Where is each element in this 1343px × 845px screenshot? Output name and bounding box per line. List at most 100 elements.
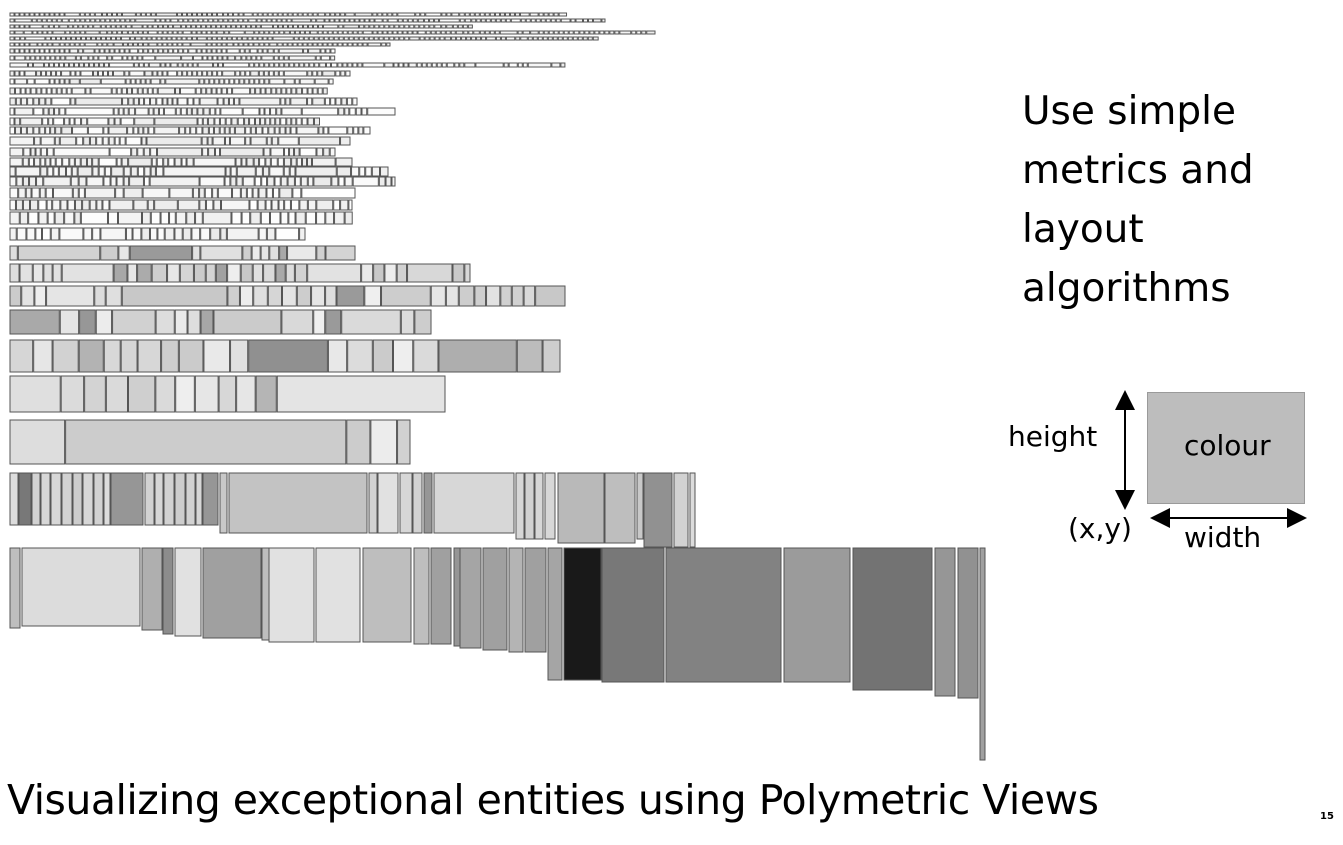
- class-box: [112, 30, 118, 35]
- class-box: [45, 157, 51, 167]
- class-box: [311, 157, 336, 167]
- class-box: [368, 472, 378, 534]
- class-box: [316, 147, 324, 157]
- class-box: [35, 55, 41, 61]
- class-box: [441, 12, 447, 17]
- class-box: [257, 12, 263, 17]
- class-box: [284, 147, 290, 157]
- class-box: [80, 157, 87, 167]
- class-box: [344, 18, 350, 23]
- class-box: [979, 547, 986, 761]
- class-box: [210, 227, 221, 241]
- class-box: [325, 48, 331, 54]
- class-box: [147, 30, 158, 35]
- class-box: [414, 24, 420, 29]
- class-box: [266, 136, 272, 146]
- class-box: [381, 42, 387, 47]
- class-box: [165, 62, 171, 68]
- class-box: [127, 30, 133, 35]
- class-box: [221, 24, 227, 29]
- class-box: [24, 24, 30, 29]
- class-box: [231, 24, 237, 29]
- class-box: [34, 12, 40, 17]
- class-box: [39, 187, 46, 199]
- class-box: [348, 36, 354, 41]
- class-box: [272, 12, 278, 17]
- class-box: [494, 30, 500, 35]
- class-box: [346, 97, 353, 106]
- class-box: [328, 78, 334, 85]
- class-box: [535, 285, 566, 307]
- class-box: [51, 87, 57, 95]
- class-box: [384, 24, 390, 29]
- class-box: [141, 211, 151, 225]
- class-box: [250, 70, 259, 77]
- class-box: [426, 62, 432, 68]
- class-box: [387, 18, 398, 23]
- class-box: [277, 157, 284, 167]
- class-box: [36, 18, 42, 23]
- class-box: [343, 36, 349, 41]
- class-box: [142, 55, 156, 61]
- class-box: [282, 12, 288, 17]
- class-box: [135, 107, 149, 116]
- class-box: [157, 42, 163, 47]
- class-box: [209, 107, 216, 116]
- class-box: [219, 472, 228, 534]
- class-box: [372, 30, 378, 35]
- class-box: [308, 24, 314, 29]
- class-box: [267, 176, 275, 187]
- class-box: [289, 30, 295, 35]
- class-box: [278, 55, 284, 61]
- class-box: [174, 309, 188, 335]
- class-box: [251, 24, 257, 29]
- class-box: [288, 24, 294, 29]
- class-box: [163, 24, 169, 29]
- class-box: [52, 187, 73, 199]
- class-box: [294, 78, 300, 85]
- class-box: [342, 42, 348, 47]
- class-box: [163, 472, 175, 526]
- class-box: [517, 30, 523, 35]
- class-box: [113, 107, 119, 116]
- class-box: [372, 339, 393, 373]
- class-box: [458, 285, 475, 307]
- class-box: [49, 78, 55, 85]
- class-box: [348, 199, 353, 211]
- class-box: [129, 245, 193, 261]
- class-box: [161, 339, 179, 373]
- class-box: [137, 55, 143, 61]
- class-box: [312, 12, 318, 17]
- class-box: [47, 42, 53, 47]
- class-box: [369, 24, 375, 29]
- class-box: [139, 97, 145, 106]
- class-box: [191, 36, 197, 41]
- class-box: [209, 78, 215, 85]
- class-box: [271, 18, 277, 23]
- class-box: [146, 136, 202, 146]
- class-box: [84, 42, 98, 47]
- class-box: [446, 12, 452, 17]
- class-box: [167, 97, 173, 106]
- class-box: [145, 12, 151, 17]
- class-box: [101, 12, 107, 17]
- class-box: [253, 42, 260, 47]
- class-box: [98, 157, 117, 167]
- class-box: [322, 42, 328, 47]
- class-box: [330, 48, 336, 54]
- class-box: [74, 199, 83, 211]
- class-box: [454, 62, 460, 68]
- class-box: [322, 87, 328, 95]
- class-box: [201, 87, 207, 95]
- class-box: [298, 136, 341, 146]
- class-box: [317, 12, 326, 17]
- class-box: [482, 547, 508, 651]
- class-box: [190, 42, 207, 47]
- class-box: [14, 30, 24, 35]
- class-box: [28, 211, 39, 225]
- class-box: [206, 36, 212, 41]
- class-box: [385, 176, 392, 187]
- class-box: [90, 18, 96, 23]
- class-box: [254, 30, 260, 35]
- class-box: [312, 87, 318, 95]
